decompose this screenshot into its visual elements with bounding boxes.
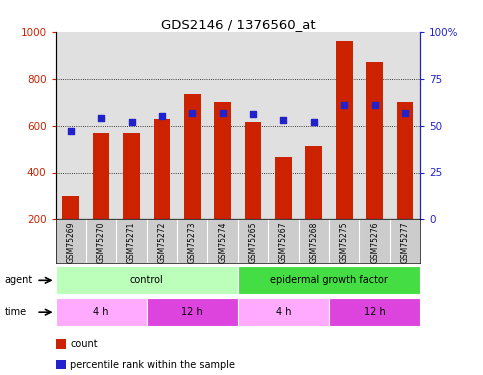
Text: GSM75269: GSM75269: [66, 222, 75, 263]
Bar: [238, 298, 329, 326]
Point: [371, 102, 379, 108]
Text: epidermal growth factor: epidermal growth factor: [270, 275, 388, 285]
Bar: [366, 62, 383, 219]
Point: [219, 110, 227, 116]
Point: [249, 111, 257, 117]
Text: GSM75268: GSM75268: [309, 222, 318, 263]
Point: [128, 119, 135, 125]
Bar: [56, 266, 238, 294]
Text: GSM75276: GSM75276: [370, 222, 379, 263]
Bar: [214, 102, 231, 219]
Text: 12 h: 12 h: [182, 307, 203, 317]
Point: [310, 119, 318, 125]
Text: GSM75274: GSM75274: [218, 222, 227, 263]
Text: 4 h: 4 h: [93, 307, 109, 317]
Bar: [275, 157, 292, 219]
Text: GSM75271: GSM75271: [127, 222, 136, 263]
Bar: [154, 118, 170, 219]
Bar: [147, 298, 238, 326]
Text: time: time: [5, 307, 27, 317]
Bar: [336, 41, 353, 219]
Bar: [93, 133, 110, 219]
Bar: [62, 196, 79, 219]
Text: agent: agent: [5, 275, 33, 285]
Text: GSM75267: GSM75267: [279, 222, 288, 263]
Text: GSM75272: GSM75272: [157, 222, 167, 263]
Bar: [397, 102, 413, 219]
Bar: [305, 146, 322, 219]
Text: percentile rank within the sample: percentile rank within the sample: [70, 360, 235, 370]
Title: GDS2146 / 1376560_at: GDS2146 / 1376560_at: [160, 18, 315, 31]
Text: control: control: [130, 275, 164, 285]
Point: [401, 110, 409, 116]
Point: [158, 113, 166, 119]
Text: GSM75270: GSM75270: [97, 222, 106, 263]
Text: 12 h: 12 h: [364, 307, 385, 317]
Text: count: count: [70, 339, 98, 349]
Point: [97, 115, 105, 121]
Bar: [56, 298, 147, 326]
Bar: [329, 298, 420, 326]
Text: 4 h: 4 h: [276, 307, 291, 317]
Text: GSM75265: GSM75265: [249, 222, 257, 263]
Point: [280, 117, 287, 123]
Point: [341, 102, 348, 108]
Bar: [184, 94, 200, 219]
Text: GSM75273: GSM75273: [188, 222, 197, 263]
Point: [67, 128, 74, 134]
Text: GSM75277: GSM75277: [400, 222, 410, 263]
Bar: [123, 133, 140, 219]
Text: GSM75275: GSM75275: [340, 222, 349, 263]
Bar: [238, 266, 420, 294]
Point: [188, 110, 196, 116]
Bar: [245, 122, 261, 219]
